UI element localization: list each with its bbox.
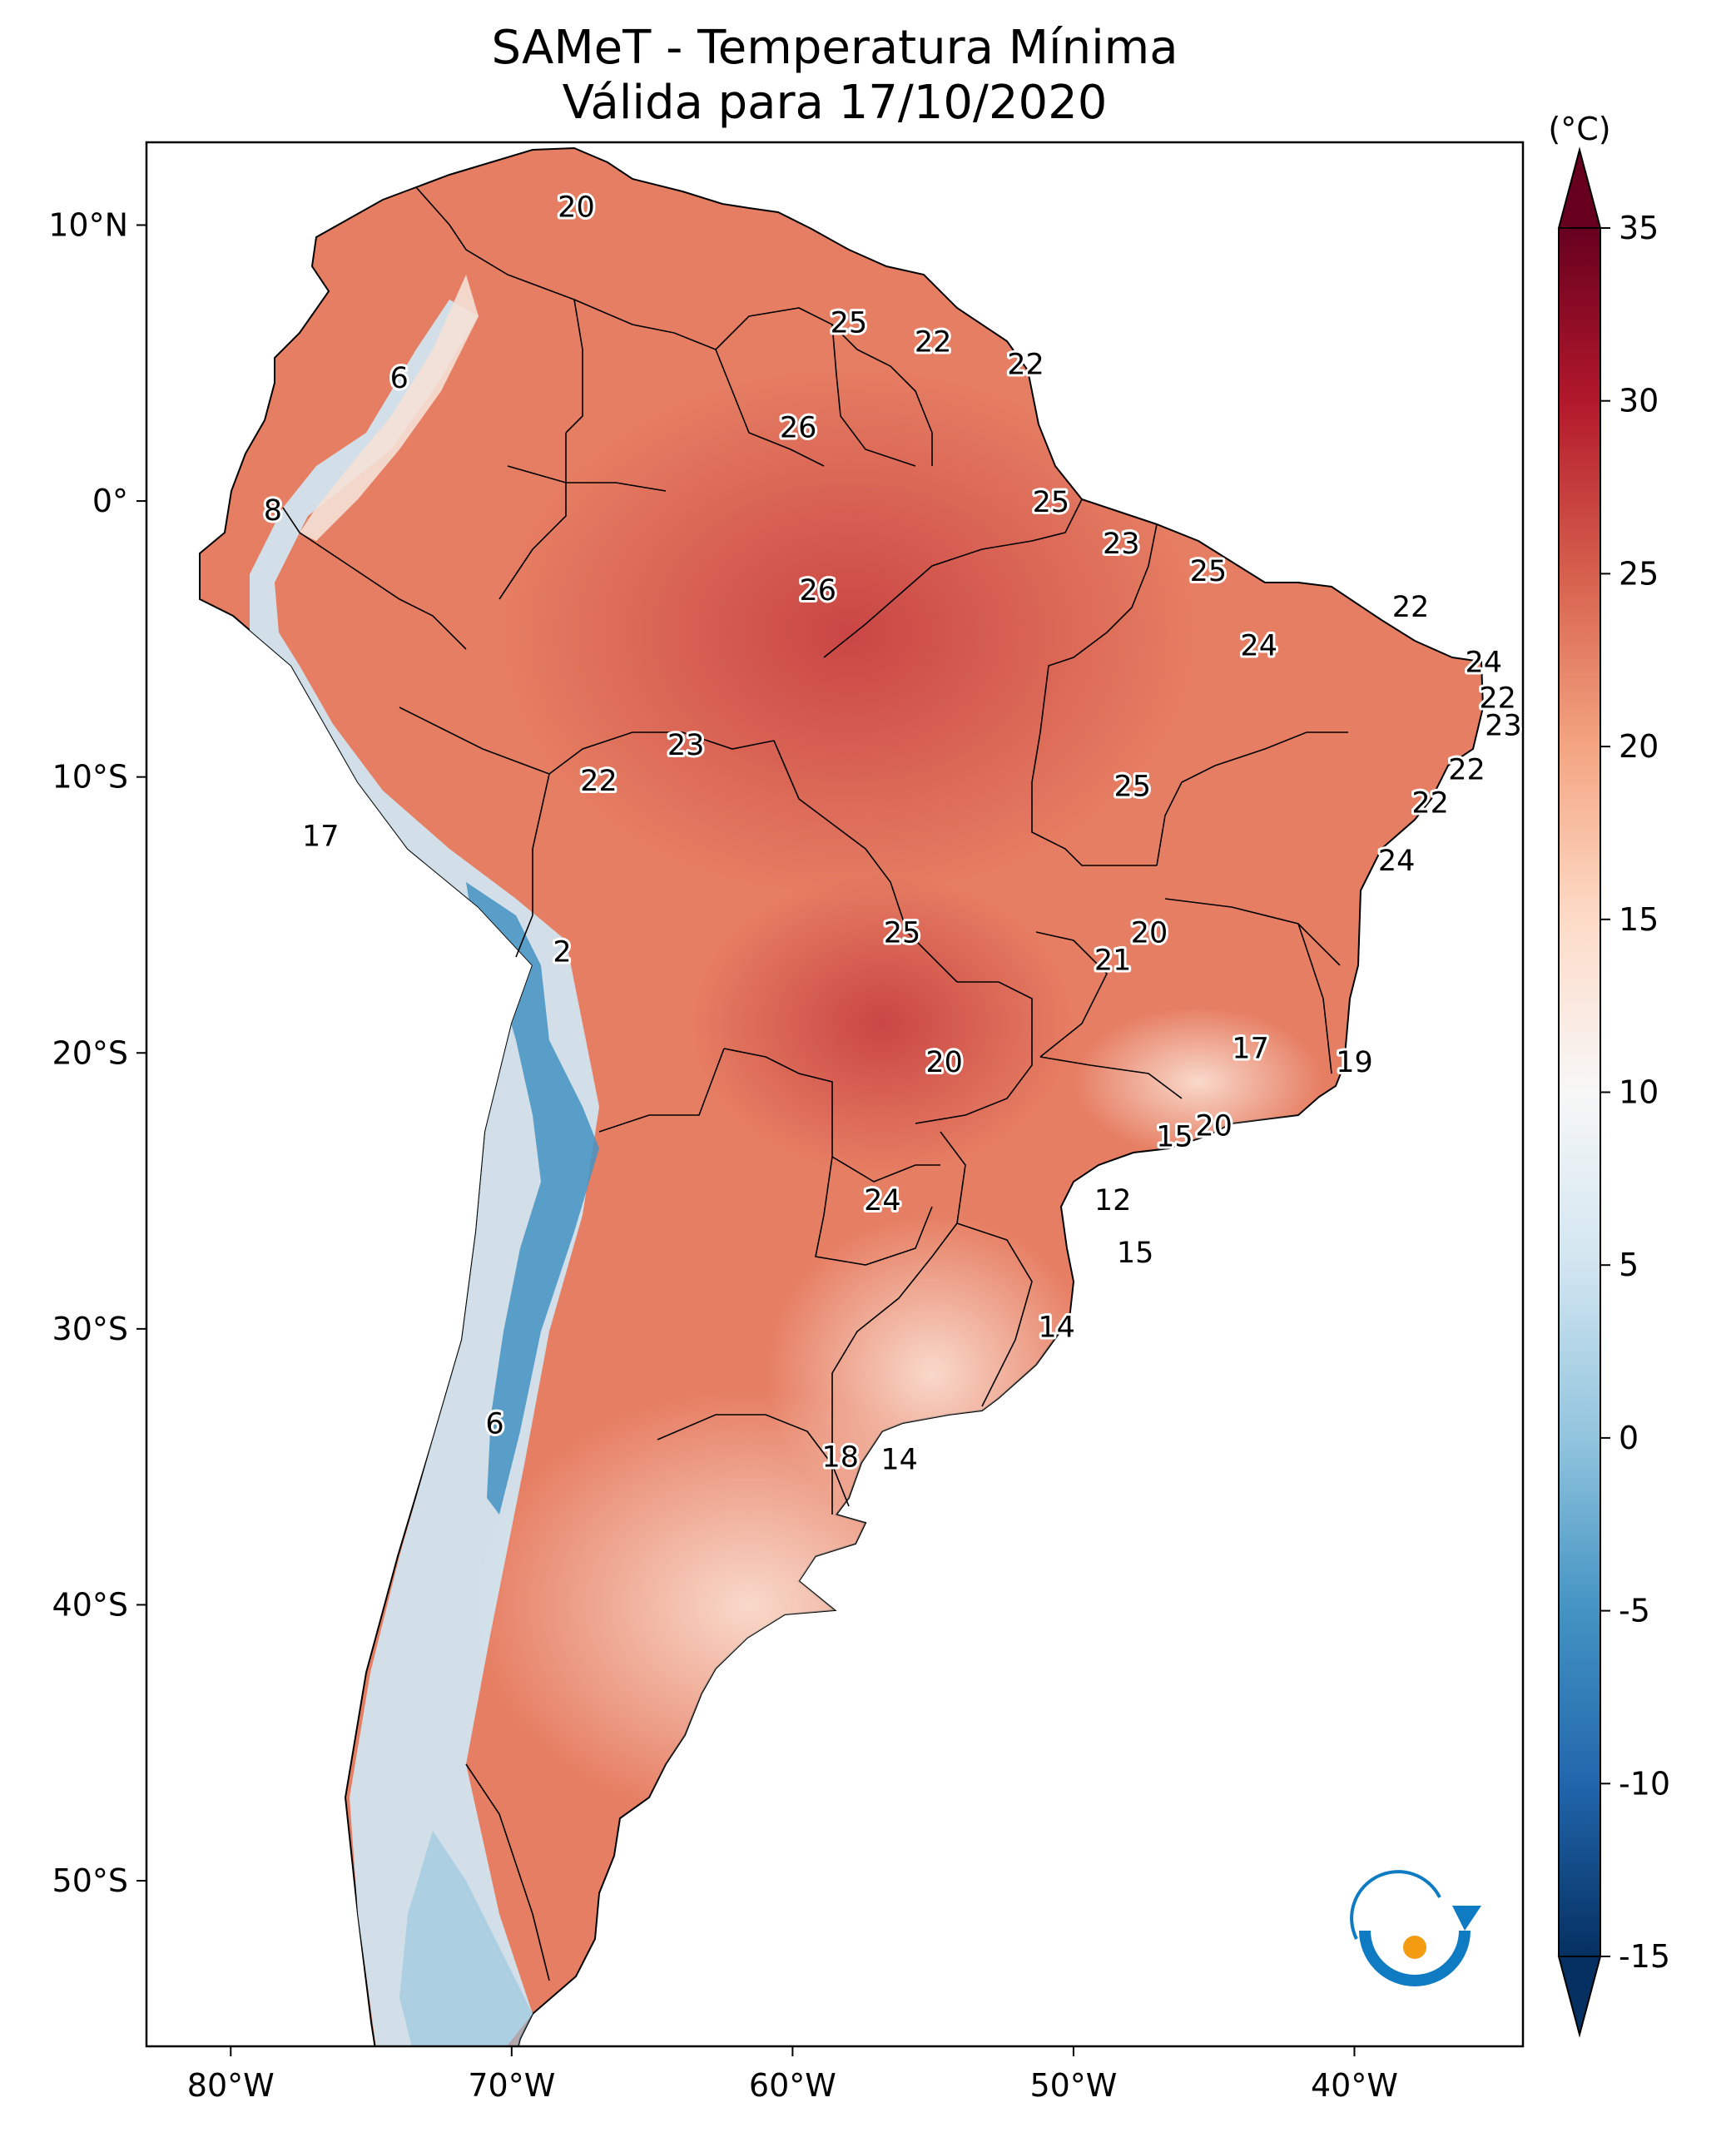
temperature-label: 23 — [1103, 528, 1140, 561]
temperature-label: 24 — [1378, 845, 1416, 878]
y-tick-label: 0° — [92, 483, 128, 519]
y-tick-label: 50°S — [52, 1862, 128, 1899]
colorbar: 35 30 25 20 15 10 5 0 -5 -10 -15 (°C) — [1548, 111, 1670, 2038]
colorbar-tick-label: 0 — [1619, 1420, 1639, 1456]
map-axes: 80°W 70°W 60°W 50°W 40°W 10°N 0° 10°S 20°S 30°S 40… — [48, 206, 1398, 2104]
colorbar-tick-label: -10 — [1619, 1765, 1670, 1802]
andes-core-cold-band — [466, 882, 599, 1515]
temperature-label: 22 — [1448, 754, 1486, 787]
colorbar-tick-label: 10 — [1619, 1074, 1659, 1111]
y-tick-label: 20°S — [52, 1034, 128, 1071]
colorbar-extend-max — [1557, 146, 1602, 229]
warm-zone-amazon — [499, 366, 1198, 899]
temperature-label: 23 — [1485, 710, 1522, 743]
temperature-label: 25 — [831, 307, 868, 340]
temperature-label: 26 — [799, 574, 836, 607]
y-tick-label: 10°N — [48, 206, 128, 243]
temperature-label: 22 — [1007, 348, 1044, 381]
x-tick-label: 60°W — [749, 2067, 836, 2104]
temperature-label: 24 — [864, 1184, 901, 1217]
colorbar-tick-label: -5 — [1619, 1593, 1650, 1629]
temperature-label: 15 — [1117, 1237, 1154, 1270]
temperature-label: 20 — [558, 191, 595, 224]
warm-zone-pantanal — [691, 874, 1074, 1173]
temperature-label: 6 — [390, 362, 409, 395]
colorbar-gradient — [1558, 227, 1601, 1957]
x-tick-label: 80°W — [187, 2067, 275, 2104]
temperature-label: 22 — [915, 326, 952, 359]
colorbar-tick-label: 5 — [1619, 1247, 1639, 1283]
temperature-label: 15 — [1156, 1121, 1193, 1154]
y-tick-label: 10°S — [52, 759, 128, 796]
temperature-label: 6 — [485, 1408, 503, 1441]
temperature-label: 17 — [1232, 1033, 1269, 1066]
temperature-label: 22 — [580, 765, 618, 798]
temperature-label: 12 — [1094, 1184, 1132, 1217]
temperature-label: 22 — [1479, 682, 1516, 716]
cool-zone-southeast — [1074, 1007, 1323, 1157]
colorbar-tick-label: -15 — [1619, 1938, 1670, 1975]
colorbar-tick-label: 25 — [1619, 555, 1659, 592]
colorbar-tick-label: 35 — [1619, 210, 1659, 246]
temperature-label: 2 — [553, 936, 571, 969]
temperature-label: 25 — [1033, 486, 1070, 519]
temperature-label: 20 — [1195, 1109, 1233, 1143]
temperature-label: 25 — [1114, 771, 1152, 804]
temperature-label: 14 — [880, 1444, 918, 1477]
temperature-label: 20 — [1131, 916, 1168, 950]
x-tick-label: 40°W — [1311, 2067, 1398, 2104]
inpe-logo-arc — [1359, 1930, 1471, 1986]
colombia-andes-cool-band — [300, 275, 479, 541]
temperature-label: 20 — [925, 1046, 963, 1079]
x-tick-label: 70°W — [468, 2067, 555, 2104]
temperature-label: 26 — [780, 412, 817, 445]
temperature-label: 14 — [1038, 1312, 1075, 1345]
colorbar-unit-label: (°C) — [1548, 111, 1610, 147]
country-borders — [282, 186, 1348, 1981]
inpe-logo — [1350, 1870, 1481, 1986]
inpe-logo-dot — [1403, 1936, 1426, 1959]
patagonia-cool-band — [399, 1831, 533, 2046]
inpe-logo-swirl — [1350, 1870, 1441, 1940]
inpe-logo-arrow — [1452, 1906, 1481, 1931]
x-tick-label: 50°W — [1029, 2067, 1117, 2104]
colorbar-extend-min — [1557, 1956, 1602, 2038]
y-tick-label: 40°S — [52, 1586, 128, 1623]
temperature-label: 25 — [884, 916, 921, 950]
chart-title-line-1: SAMeT - Temperatura Mínima — [491, 21, 1178, 75]
temperature-label: 17 — [302, 820, 340, 853]
temperature-label: 23 — [667, 729, 705, 762]
temperature-label: 22 — [1392, 591, 1430, 624]
colorbar-tick-label: 20 — [1619, 728, 1659, 765]
temperature-label: 22 — [1411, 787, 1449, 821]
temperature-label: 25 — [1190, 555, 1228, 588]
chart-title-line-2: Válida para 17/10/2020 — [562, 76, 1108, 130]
temperature-label: 18 — [821, 1440, 859, 1474]
temperature-label: 24 — [1465, 646, 1502, 679]
temperature-label: 21 — [1094, 945, 1132, 978]
map-frame — [145, 141, 1525, 2048]
colorbar-tick-label: 15 — [1619, 901, 1659, 938]
y-tick-label: 30°S — [52, 1311, 128, 1347]
temperature-label: 8 — [264, 494, 282, 528]
temperature-label: 19 — [1336, 1046, 1373, 1079]
temperature-label: 24 — [1240, 630, 1277, 663]
colorbar-tick-label: 30 — [1619, 383, 1659, 419]
